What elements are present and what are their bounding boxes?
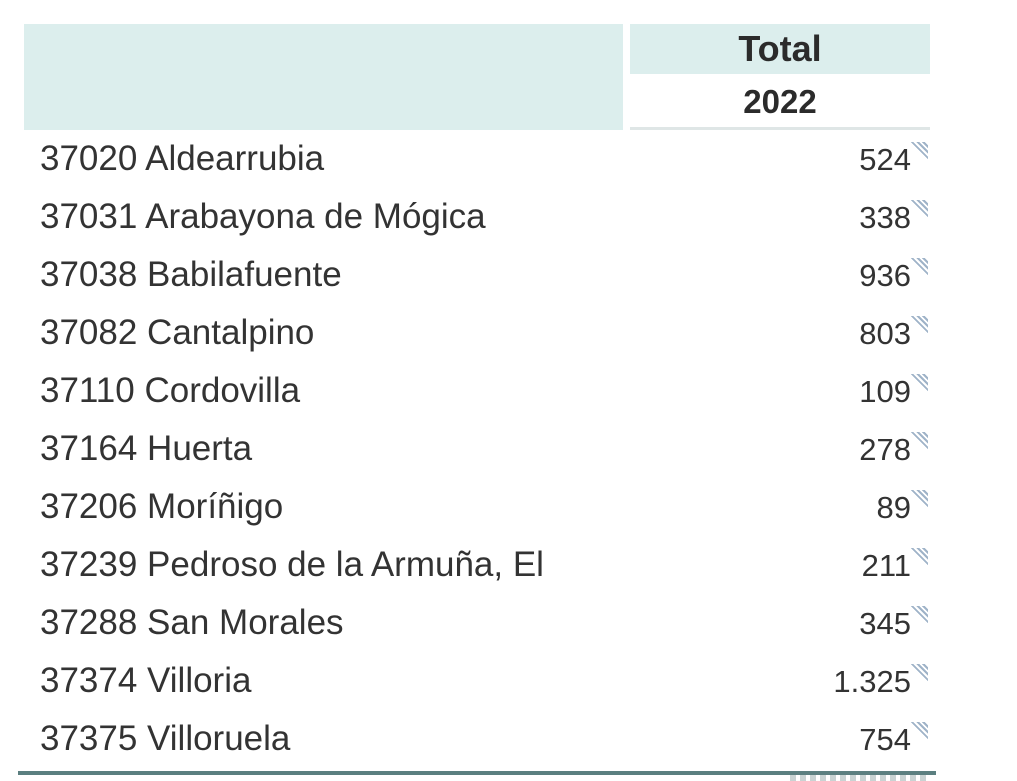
note-corner-icon[interactable]	[908, 722, 928, 742]
row-value: 211	[861, 548, 911, 583]
row-label: 37164 Huerta	[40, 429, 253, 468]
row-label: 37374 Villoria	[40, 661, 252, 700]
note-corner-icon[interactable]	[908, 490, 928, 510]
table-row: 37031 Arabayona de Mógica 338	[24, 188, 930, 246]
table-row: 37288 San Morales 345	[24, 594, 930, 652]
table-row: 37082 Cantalpino 803	[24, 304, 930, 362]
table-row: 37038 Babilafuente 936	[24, 246, 930, 304]
row-value: 936	[859, 258, 911, 293]
data-table: Total 2022 37020 Aldearrubia 524 37031 A…	[24, 24, 930, 768]
row-value: 524	[859, 142, 911, 177]
column-header-total: Total	[630, 24, 930, 74]
table-row: 37110 Cordovilla 109	[24, 362, 930, 420]
row-label: 37082 Cantalpino	[40, 313, 315, 352]
note-corner-icon[interactable]	[908, 200, 928, 220]
table-row: 37374 Villoria 1.325	[24, 652, 930, 710]
note-corner-icon[interactable]	[908, 374, 928, 394]
table-row: 37375 Villoruela 754	[24, 710, 930, 768]
table-bottom-border	[18, 771, 936, 775]
row-label: 37375 Villoruela	[40, 719, 291, 758]
table-row: 37020 Aldearrubia 524	[24, 130, 930, 188]
table-row: 37164 Huerta 278	[24, 420, 930, 478]
row-value: 803	[859, 316, 911, 351]
note-corner-icon[interactable]	[908, 142, 928, 162]
note-corner-icon[interactable]	[908, 664, 928, 684]
row-label: 37288 San Morales	[40, 603, 344, 642]
note-corner-icon[interactable]	[908, 606, 928, 626]
row-label: 37038 Babilafuente	[40, 255, 342, 294]
row-value: 1.325	[833, 664, 911, 699]
row-label: 37206 Moríñigo	[40, 487, 284, 526]
column-header-year: 2022	[630, 75, 930, 130]
note-corner-icon[interactable]	[908, 432, 928, 452]
table-footer-fragment	[790, 775, 930, 781]
note-corner-icon[interactable]	[908, 258, 928, 278]
note-corner-icon[interactable]	[908, 316, 928, 336]
row-label: 37031 Arabayona de Mógica	[40, 197, 486, 236]
row-label: 37110 Cordovilla	[40, 371, 301, 410]
row-value: 278	[859, 432, 911, 467]
row-label: 37020 Aldearrubia	[40, 139, 325, 178]
table-header: Total 2022	[24, 24, 930, 130]
row-value: 345	[859, 606, 911, 641]
row-value: 754	[859, 722, 911, 757]
row-value: 89	[876, 490, 911, 525]
table-body: 37020 Aldearrubia 524 37031 Arabayona de…	[24, 130, 930, 768]
table-row: 37206 Moríñigo 89	[24, 478, 930, 536]
row-label: 37239 Pedroso de la Armuña, El	[40, 545, 544, 584]
note-corner-icon[interactable]	[908, 548, 928, 568]
row-value: 109	[859, 374, 911, 409]
header-corner-cell	[24, 24, 623, 130]
table-row: 37239 Pedroso de la Armuña, El 211	[24, 536, 930, 594]
row-value: 338	[859, 200, 911, 235]
